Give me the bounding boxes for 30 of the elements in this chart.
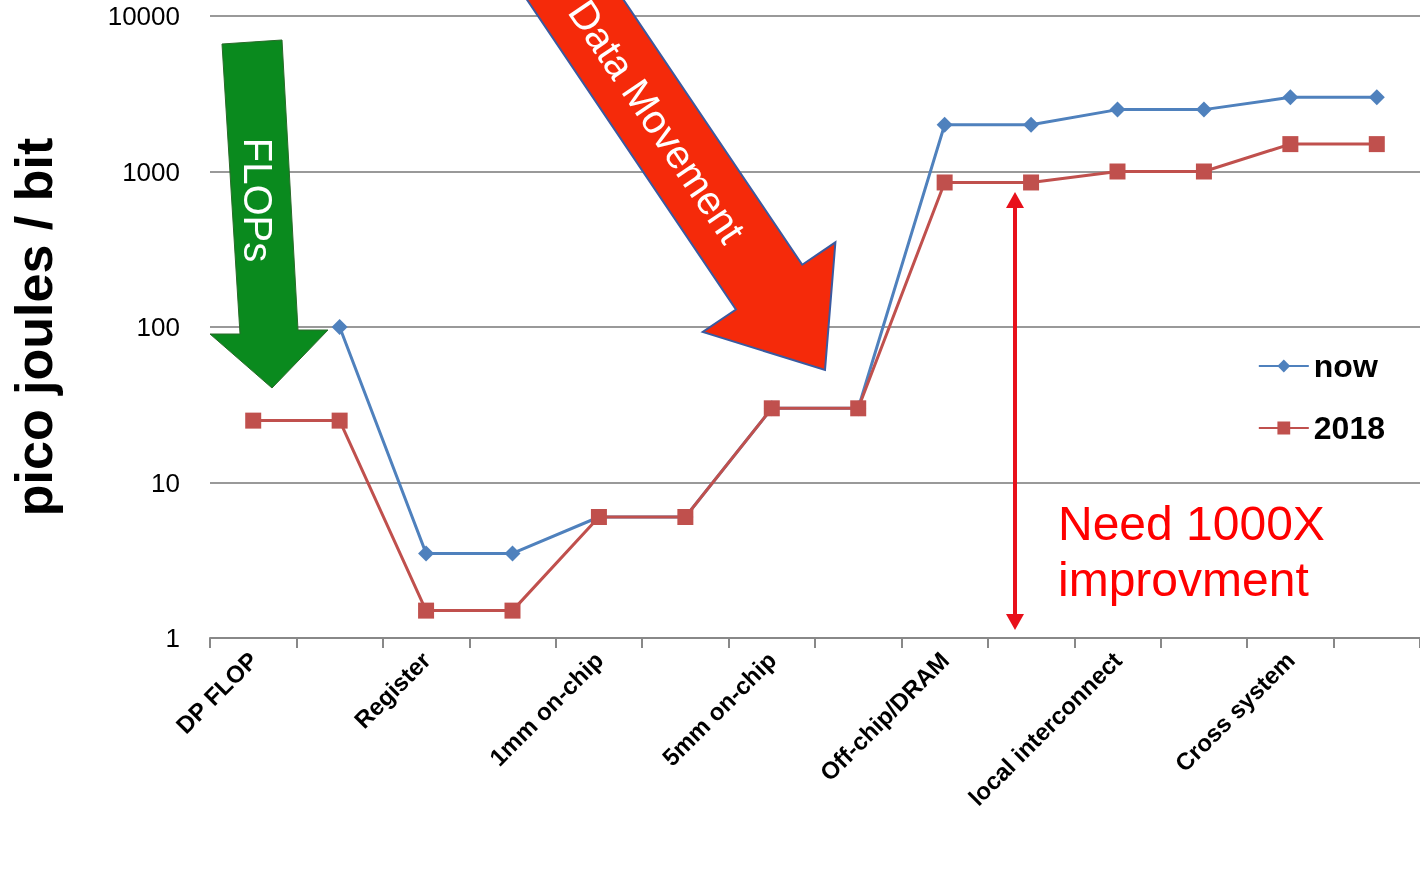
point bbox=[1195, 101, 1212, 118]
point bbox=[418, 545, 435, 562]
y-axis-title: pico joules / bit bbox=[5, 137, 63, 517]
y-tick-label: 100 bbox=[136, 312, 180, 342]
legend-label: 2018 bbox=[1313, 410, 1385, 446]
annotation: Need 1000X improvment bbox=[1058, 496, 1326, 608]
point bbox=[1109, 101, 1126, 118]
point bbox=[936, 174, 953, 191]
point bbox=[1195, 163, 1212, 180]
point bbox=[418, 602, 435, 619]
point bbox=[504, 602, 521, 619]
annotation: FLOPs bbox=[236, 137, 280, 263]
point bbox=[1023, 116, 1040, 133]
point bbox=[936, 116, 953, 133]
point bbox=[331, 412, 348, 429]
y-tick-label: 1000 bbox=[122, 156, 180, 187]
legend-label: now bbox=[1313, 348, 1378, 384]
y-tick-label: 10000 bbox=[107, 1, 180, 31]
point bbox=[1368, 89, 1385, 106]
point bbox=[1282, 136, 1299, 153]
point bbox=[1282, 89, 1299, 106]
point bbox=[245, 412, 262, 429]
point bbox=[1023, 174, 1040, 191]
point bbox=[331, 319, 348, 335]
y-tick-label: 1 bbox=[165, 623, 180, 653]
point bbox=[1109, 163, 1126, 180]
point bbox=[504, 545, 521, 562]
point bbox=[1368, 136, 1385, 153]
y-tick-label: 10 bbox=[151, 467, 180, 498]
down-arrow-icon: FLOPs bbox=[209, 39, 329, 389]
